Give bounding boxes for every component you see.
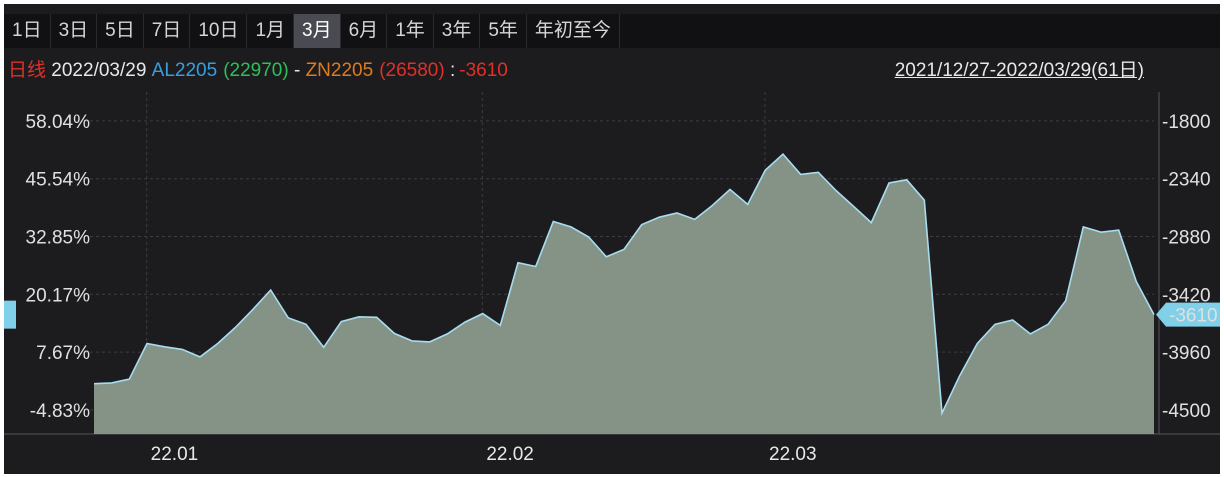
date-range-link[interactable]: 2021/12/27-2022/03/29(61日)	[894, 60, 1144, 81]
y-left-tick-0: 58.04%	[26, 112, 91, 133]
y-left-tick-4: 7.67%	[36, 343, 90, 364]
colon: :	[449, 60, 456, 81]
period-tabs: 1日 3日 5日 7日 10日 1月 3月 6月 1年 3年 5年 年初至今	[4, 14, 1220, 48]
y-right-tick-4: -3960	[1162, 343, 1211, 364]
y-right-tick-5: -4500	[1162, 401, 1211, 422]
y-right-tick-3: -3420	[1162, 285, 1211, 306]
minus-sign: -	[293, 60, 301, 81]
tab-1[interactable]: 3日	[51, 14, 98, 48]
x-tick-0: 22.01	[151, 444, 199, 465]
area-fill	[94, 154, 1154, 434]
x-tick-1: 22.02	[486, 444, 534, 465]
y-axis-right: -1800 -2340 -2880 -3420 -3960 -4500	[1162, 112, 1211, 422]
y-right-tick-2: -2880	[1162, 228, 1211, 249]
symbol-1: AL2205	[151, 60, 218, 81]
tab-11[interactable]: 年初至今	[527, 14, 620, 48]
x-tick-2: 22.03	[769, 444, 817, 465]
tab-8[interactable]: 1年	[387, 14, 434, 48]
y-left-tick-1: 45.54%	[26, 170, 91, 191]
tab-7[interactable]: 6月	[341, 14, 388, 48]
y-right-tick-0: -1800	[1162, 112, 1211, 133]
last-value-text: -3610	[1169, 306, 1218, 327]
chart-panel: 58.04% 45.54% 32.85% 20.17% 7.67% -4.83% -180…	[4, 4, 1220, 474]
y-left-tick-3: 20.17%	[26, 285, 91, 306]
symbol-1-price: (22970)	[223, 60, 289, 81]
tab-3[interactable]: 7日	[144, 14, 191, 48]
y-left-tick-2: 32.85%	[26, 228, 91, 249]
period-label: 日线	[8, 60, 47, 81]
last-value-badge-shape	[1156, 302, 1220, 327]
symbol-2: ZN2205	[305, 60, 374, 81]
y-left-tick-5: -4.83%	[30, 401, 90, 422]
y-right-tick-1: -2340	[1162, 170, 1211, 191]
spread-chart: 58.04% 45.54% 32.85% 20.17% 7.67% -4.83% -180…	[4, 92, 1220, 465]
symbol-2-price: (26580)	[379, 60, 445, 81]
tab-6[interactable]: 3月	[294, 14, 341, 48]
left-edge-marker	[4, 300, 16, 329]
info-line: 日线 2022/03/29 AL2205 (22970) - ZN2205 (265…	[8, 56, 508, 86]
tab-0[interactable]: 1日	[4, 14, 51, 48]
last-value-badge: -3610	[4, 300, 1220, 329]
tab-9[interactable]: 3年	[434, 14, 481, 48]
y-axis-left: 58.04% 45.54% 32.85% 20.17% 7.67% -4.83%	[26, 112, 91, 422]
x-axis: 22.01 22.02 22.03	[151, 444, 817, 465]
series-line	[93, 152, 1155, 417]
tab-10[interactable]: 5年	[480, 14, 527, 48]
date-label: 2022/03/29	[51, 60, 147, 81]
spread-value: -3610	[459, 60, 508, 81]
tab-2[interactable]: 5日	[97, 14, 144, 48]
tab-5[interactable]: 1月	[247, 14, 295, 48]
tab-4[interactable]: 10日	[190, 14, 248, 48]
